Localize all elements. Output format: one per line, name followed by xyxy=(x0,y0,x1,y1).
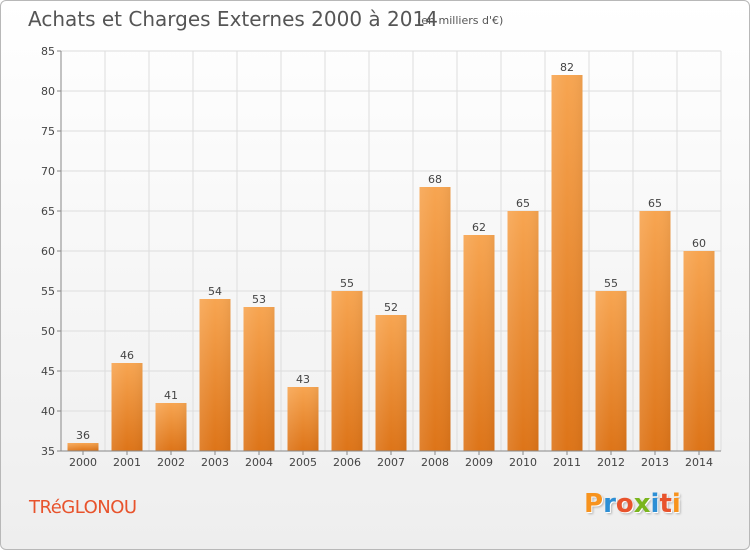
chart-unit: (en milliers d'€) xyxy=(417,14,504,27)
logo-letter: P xyxy=(584,489,604,519)
bar-shine xyxy=(551,75,583,451)
proxiti-logo[interactable]: Proxiti xyxy=(584,489,681,519)
data-label: 54 xyxy=(208,285,222,298)
bar-shine xyxy=(683,251,715,451)
y-tick-label: 65 xyxy=(41,205,55,218)
x-tick-label: 2014 xyxy=(685,456,713,469)
bar-shine xyxy=(67,443,99,451)
logo-letter: o xyxy=(615,489,634,519)
bar-shine xyxy=(287,387,319,451)
y-tick-label: 60 xyxy=(41,245,55,258)
data-label: 36 xyxy=(76,429,90,442)
logo-letter: i xyxy=(650,489,660,519)
bar-shine xyxy=(463,235,495,451)
bar-shine xyxy=(111,363,143,451)
data-label: 65 xyxy=(648,197,662,210)
data-label: 52 xyxy=(384,301,398,314)
bar-shine xyxy=(419,187,451,451)
y-tick-label: 35 xyxy=(41,445,55,458)
data-label: 53 xyxy=(252,293,266,306)
x-tick-label: 2013 xyxy=(641,456,669,469)
y-tick-label: 50 xyxy=(41,325,55,338)
logo-letter: t xyxy=(659,489,672,519)
bars xyxy=(67,75,715,451)
data-label: 55 xyxy=(604,277,618,290)
data-label: 55 xyxy=(340,277,354,290)
x-tick-label: 2000 xyxy=(69,456,97,469)
data-label: 68 xyxy=(428,173,442,186)
x-tick-label: 2012 xyxy=(597,456,625,469)
logo-letter: x xyxy=(633,489,651,519)
data-label: 46 xyxy=(120,349,134,362)
x-tick-label: 2007 xyxy=(377,456,405,469)
x-tick-label: 2010 xyxy=(509,456,537,469)
labels: 35 40 45 50 55 60 65 70 75 80 85 36 2000 46 2001 41 2002… xyxy=(41,45,713,469)
bar-shine xyxy=(507,211,539,451)
y-tick-label: 55 xyxy=(41,285,55,298)
x-tick-label: 2001 xyxy=(113,456,141,469)
logo-letter: r xyxy=(603,489,616,519)
x-tick-label: 2011 xyxy=(553,456,581,469)
x-tick-label: 2003 xyxy=(201,456,229,469)
axes xyxy=(57,50,721,455)
bar-shine xyxy=(639,211,671,451)
y-tick-label: 40 xyxy=(41,405,55,418)
y-tick-label: 85 xyxy=(41,45,55,58)
bar-shine xyxy=(155,403,187,451)
data-label: 65 xyxy=(516,197,530,210)
data-label: 60 xyxy=(692,237,706,250)
y-tick-label: 45 xyxy=(41,365,55,378)
x-tick-label: 2006 xyxy=(333,456,361,469)
data-label: 62 xyxy=(472,221,486,234)
town-name: TRéGLONOU xyxy=(29,497,137,518)
x-tick-label: 2005 xyxy=(289,456,317,469)
bar-shine xyxy=(375,315,407,451)
x-tick-label: 2004 xyxy=(245,456,273,469)
data-label: 82 xyxy=(560,61,574,74)
x-tick-label: 2002 xyxy=(157,456,185,469)
y-tick-label: 70 xyxy=(41,165,55,178)
data-label: 43 xyxy=(296,373,310,386)
data-label: 41 xyxy=(164,389,178,402)
logo-letter: i xyxy=(671,489,681,519)
bar-shine xyxy=(331,291,363,451)
y-tick-label: 80 xyxy=(41,85,55,98)
bar-shine xyxy=(243,307,275,451)
bar-shine xyxy=(595,291,627,451)
chart-title: Achats et Charges Externes 2000 à 2014 xyxy=(28,7,438,31)
x-tick-label: 2009 xyxy=(465,456,493,469)
x-tick-label: 2008 xyxy=(421,456,449,469)
bar-shine xyxy=(199,299,231,451)
y-tick-label: 75 xyxy=(41,125,55,138)
